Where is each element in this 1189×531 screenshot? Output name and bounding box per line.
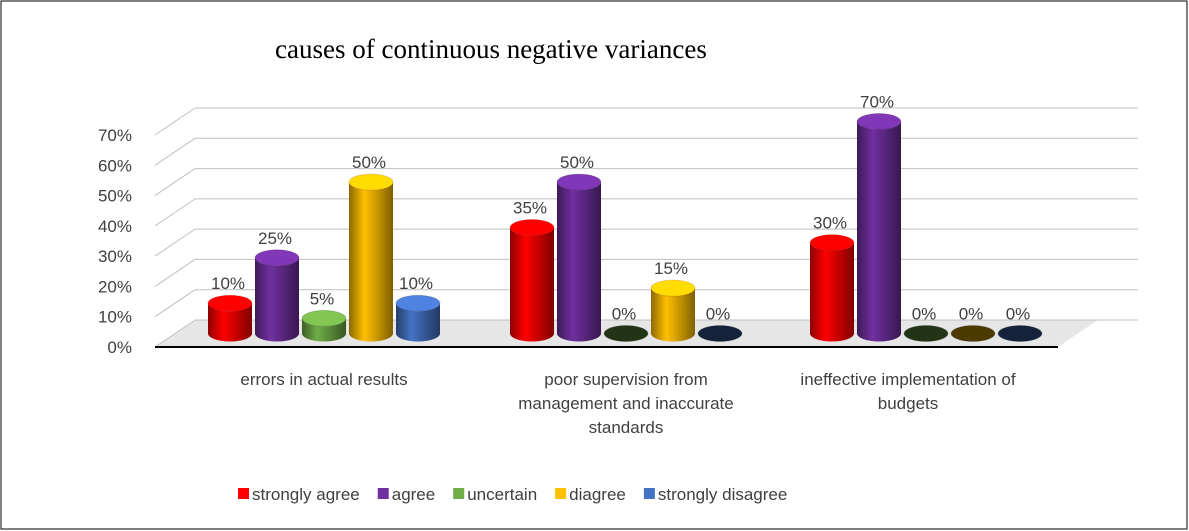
- bar-shade: [208, 303, 252, 342]
- legend-swatch: [643, 488, 655, 499]
- grid-line-side: [154, 228, 196, 257]
- grid-line-side: [154, 259, 196, 287]
- y-tick-label: 0%: [107, 338, 132, 357]
- y-tick-label: 50%: [98, 187, 132, 206]
- legend-label: uncertain: [467, 485, 537, 504]
- bar-top: [207, 294, 253, 312]
- bar-top: [395, 294, 441, 312]
- data-label: 15%: [654, 259, 688, 278]
- bar-shade: [302, 318, 346, 342]
- bar-shade: [396, 303, 440, 342]
- legend-swatch: [555, 488, 567, 499]
- bar-shade: [810, 242, 854, 342]
- bar-top: [950, 325, 996, 342]
- bar-shade: [255, 257, 299, 342]
- grid-line-side: [154, 319, 196, 348]
- data-label: 35%: [513, 199, 547, 218]
- legend-label: strongly agree: [252, 485, 360, 504]
- legend-label: strongly disagree: [658, 485, 787, 504]
- bar-shade: [857, 121, 901, 342]
- bar-top: [556, 173, 602, 191]
- bar-top: [301, 309, 347, 327]
- bar-top: [903, 325, 949, 342]
- bar-shade: [557, 182, 601, 342]
- bar-top: [254, 249, 300, 267]
- data-label: 0%: [1006, 305, 1031, 324]
- y-tick-label: 40%: [98, 217, 132, 236]
- data-label: 50%: [560, 153, 594, 172]
- bar-top: [650, 279, 696, 297]
- data-label: 25%: [258, 229, 292, 248]
- legend-swatch: [238, 488, 249, 499]
- y-tick-label: 20%: [98, 277, 132, 296]
- grid-line-side: [154, 107, 196, 136]
- bar-top: [997, 325, 1043, 342]
- legend-label: diagree: [569, 485, 626, 504]
- data-label: 10%: [399, 274, 433, 293]
- bar-top: [348, 173, 394, 191]
- x-tick-label: errors in actual results: [240, 370, 408, 389]
- data-label: 0%: [706, 305, 731, 324]
- data-label: 30%: [813, 214, 847, 233]
- legend-swatch: [377, 488, 389, 499]
- bar-shade: [510, 227, 554, 342]
- data-label: 0%: [959, 305, 984, 324]
- data-label: 5%: [310, 289, 335, 308]
- bar-shade: [349, 182, 393, 342]
- bar-top: [809, 234, 855, 252]
- data-label: 0%: [912, 305, 937, 324]
- x-tick-label: ineffective implementation of budgets: [800, 370, 1016, 413]
- grid-line-side: [154, 289, 196, 318]
- y-tick-label: 60%: [98, 156, 132, 175]
- x-tick-label: poor supervision from management and ina…: [518, 370, 734, 437]
- bar-shade: [651, 288, 695, 342]
- grid-line-side: [154, 137, 196, 166]
- legend-label: agree: [392, 485, 435, 504]
- y-tick-label: 70%: [98, 126, 132, 145]
- chart-title: causes of continuous negative variances: [275, 34, 707, 64]
- bar-top: [509, 219, 555, 236]
- grid-line-side: [154, 198, 196, 227]
- bar-top: [697, 325, 743, 342]
- data-label: 0%: [612, 305, 637, 324]
- y-tick-label: 30%: [98, 247, 132, 266]
- grid-line-side: [154, 168, 196, 196]
- data-label: 70%: [860, 93, 894, 112]
- bar-top: [856, 113, 902, 130]
- bar-top: [603, 325, 649, 342]
- data-label: 50%: [352, 153, 386, 172]
- y-tick-label: 10%: [98, 308, 132, 327]
- legend-swatch: [453, 488, 465, 499]
- data-label: 10%: [211, 274, 245, 293]
